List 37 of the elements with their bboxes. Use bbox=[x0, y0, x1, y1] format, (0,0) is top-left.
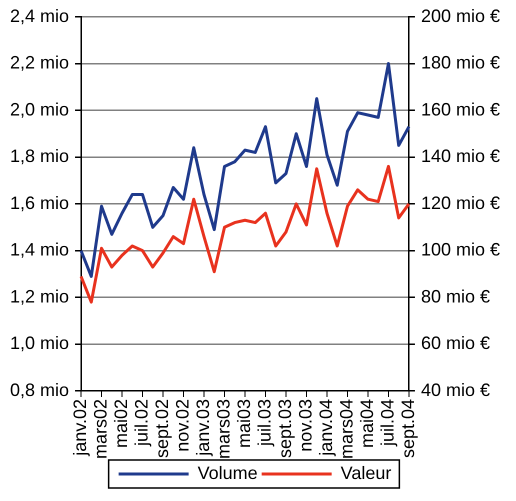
x-tick-label: juil.03 bbox=[254, 398, 274, 448]
x-tick-label: mai04 bbox=[356, 398, 377, 448]
y-tick-label: 1,6 mio bbox=[10, 192, 70, 213]
x-tick-label: juil.04 bbox=[377, 398, 398, 448]
y-tick-label: 1,0 mio bbox=[10, 333, 70, 354]
y-tick-label: 0,8 mio bbox=[10, 380, 70, 400]
x-tick-label: mars02 bbox=[90, 398, 110, 460]
x-tick-label: mai02 bbox=[110, 398, 131, 448]
y-tick-label: 2,4 mio bbox=[10, 6, 70, 26]
y-tick-label: 1,4 mio bbox=[10, 240, 70, 260]
x-tick-label: janv.02 bbox=[70, 398, 90, 457]
y2-tick-label: 180 mio € bbox=[420, 52, 500, 73]
y2-tick-label: 120 mio € bbox=[420, 192, 500, 213]
y2-tick-label: 140 mio € bbox=[420, 146, 500, 166]
y2-tick-label: 200 mio € bbox=[420, 6, 500, 26]
x-tick-label: sept.04 bbox=[398, 398, 418, 458]
x-tick-label: sept.03 bbox=[274, 398, 295, 458]
x-tick-label: janv.03 bbox=[192, 398, 213, 457]
x-tick-label: mai03 bbox=[234, 398, 254, 448]
y-tick-label: 2,0 mio bbox=[10, 99, 70, 120]
y2-tick-label: 100 mio € bbox=[420, 240, 500, 260]
x-tick-label: nov.03 bbox=[295, 398, 316, 452]
x-tick-label: mars03 bbox=[213, 398, 234, 460]
x-tick-label: nov.02 bbox=[172, 398, 192, 452]
legend-label: Volume bbox=[198, 462, 258, 483]
y-tick-label: 2,2 mio bbox=[10, 52, 70, 73]
y-tick-label: 1,8 mio bbox=[10, 146, 70, 166]
x-tick-label: sept.02 bbox=[152, 398, 172, 458]
y-tick-label: 1,2 mio bbox=[10, 286, 70, 306]
x-tick-label: mars04 bbox=[336, 398, 356, 460]
y2-tick-label: 60 mio € bbox=[420, 333, 490, 354]
x-tick-label: janv.04 bbox=[316, 398, 336, 457]
y2-tick-label: 40 mio € bbox=[420, 380, 490, 400]
y2-tick-label: 80 mio € bbox=[420, 286, 490, 306]
x-tick-label: juil.02 bbox=[131, 398, 152, 448]
legend-label: Valeur bbox=[340, 462, 392, 483]
y2-tick-label: 160 mio € bbox=[420, 99, 500, 120]
